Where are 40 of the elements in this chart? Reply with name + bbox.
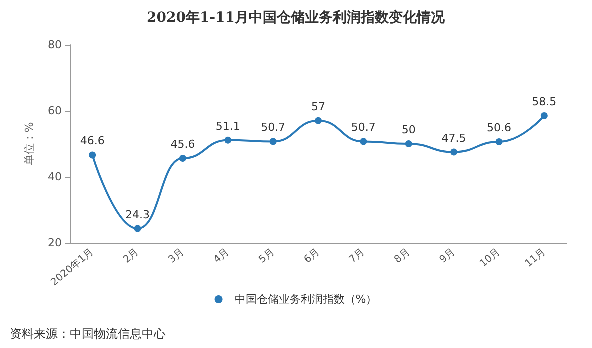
point — [270, 138, 277, 146]
data-label: 51.1 — [216, 120, 240, 133]
text: 资料来源：中国物流信息中心 — [10, 327, 166, 341]
y-tick-label: 60 — [48, 104, 62, 118]
y-tick-label: 40 — [48, 170, 62, 184]
data-label: 45.6 — [170, 138, 196, 152]
point — [405, 140, 412, 148]
point — [315, 117, 322, 124]
x-tick-label: 2月 — [122, 246, 142, 266]
point — [450, 148, 458, 156]
point — [224, 136, 232, 144]
data-label: 50.7 — [351, 121, 376, 134]
data-label: 47.5 — [442, 132, 466, 145]
data-label: 46.6 — [80, 134, 105, 148]
x-tick-label: 8月 — [392, 246, 412, 266]
x-tick-label: 3月 — [166, 246, 186, 266]
data-label: 24.3 — [126, 208, 150, 222]
data-label: 57 — [312, 100, 326, 114]
x-tick-label: 11月 — [523, 246, 548, 270]
point — [134, 225, 142, 232]
x-tick-label: 6月 — [302, 246, 322, 266]
x-tick-label: 10月 — [478, 246, 503, 270]
data-label: 50 — [402, 124, 416, 136]
point — [179, 155, 186, 162]
x-tick-label: 5月 — [257, 246, 277, 266]
point — [496, 138, 503, 146]
point — [89, 152, 96, 159]
x-tick-label: 9月 — [438, 246, 458, 266]
point — [360, 138, 368, 146]
y-tick-label: 80 — [48, 38, 62, 52]
y-axis-title: 单位：% — [23, 122, 36, 166]
point — [540, 112, 548, 120]
legend-label: 中国仓储业务利润指数（%） — [234, 293, 378, 306]
data-label: 50.7 — [261, 121, 286, 134]
y-tick-label: 20 — [48, 236, 62, 250]
data-label: 58.5 — [532, 95, 557, 108]
x-tick-label: 4月 — [212, 246, 232, 266]
x-tick-label: 7月 — [348, 246, 368, 266]
chart-title: 2020年1-11月中国仓储业务利润指数变化情况 — [147, 9, 446, 26]
data-label: 50.6 — [486, 122, 512, 135]
